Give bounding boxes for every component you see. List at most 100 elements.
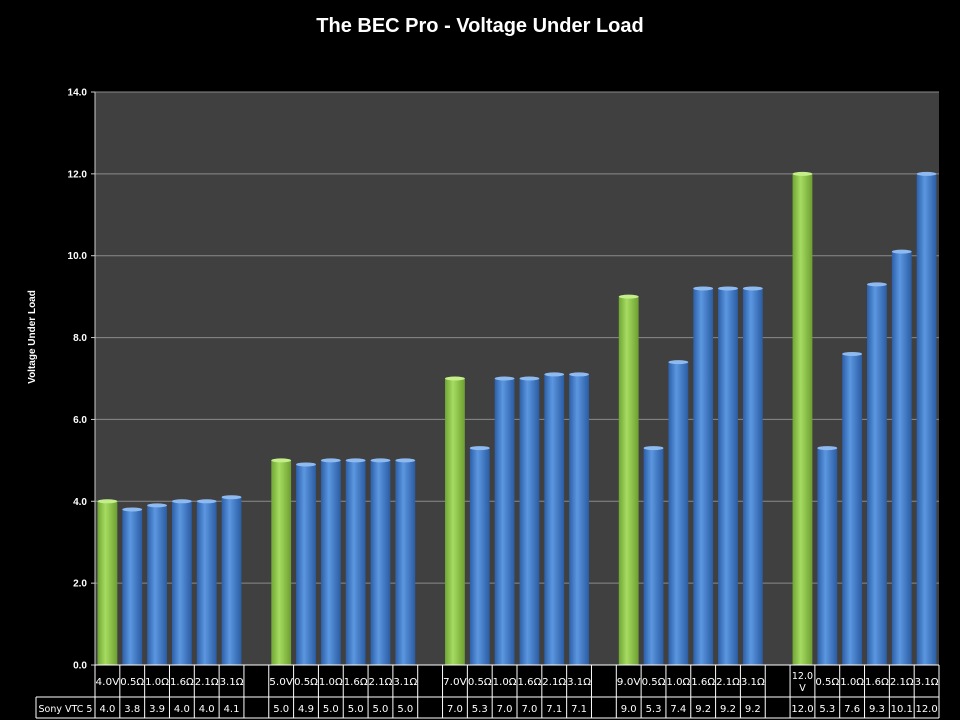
data-value-label: 12.0: [915, 704, 937, 715]
y-axis-label: Voltage Under Load: [27, 290, 38, 384]
data-value-label: 9.3: [869, 704, 885, 715]
x-tick-label: 2.1Ω: [369, 677, 393, 688]
x-tick-label: 3.1Ω: [393, 677, 417, 688]
data-value-label: 5.0: [323, 704, 339, 715]
bar-load: [296, 464, 316, 665]
bar-load: [891, 251, 912, 665]
data-value-label: 10.1: [891, 704, 913, 715]
data-value-label: 5.0: [373, 704, 389, 715]
x-tick-label: 4.0V: [96, 677, 120, 688]
bar-cap: [221, 495, 242, 500]
bar-no-load: [618, 296, 639, 665]
data-value-label: 7.4: [670, 704, 686, 715]
data-value-label: 4.0: [174, 704, 190, 715]
bar-cap: [817, 446, 838, 451]
x-tick-label: 0.5Ω: [815, 677, 839, 688]
x-tick-label: 2.1Ω: [542, 677, 566, 688]
x-tick-label: 2.1Ω: [195, 677, 219, 688]
y-tick-label: 10.0: [68, 251, 88, 262]
data-value-label: 9.2: [745, 704, 761, 715]
bar-load: [469, 448, 490, 665]
bar-cap: [792, 171, 813, 176]
data-value-label: 5.3: [819, 704, 835, 715]
bar-cap: [196, 499, 217, 504]
bar-load: [867, 284, 887, 665]
data-value-label: 7.0: [521, 704, 537, 715]
x-tick-label: 3.1Ω: [220, 677, 244, 688]
data-value-label: 9.0: [621, 704, 637, 715]
data-value-label: 7.6: [844, 704, 860, 715]
bar-cap: [867, 282, 887, 287]
x-tick-label: 2.1Ω: [890, 677, 914, 688]
chart-title: The BEC Pro - Voltage Under Load: [316, 15, 643, 37]
bar-cap: [395, 458, 416, 463]
x-tick-label: 9.0V: [617, 677, 641, 688]
bar-cap: [97, 499, 118, 504]
bar-cap: [445, 376, 465, 381]
x-tick-label: 1.6Ω: [691, 677, 715, 688]
x-tick-label: 1.0Ω: [666, 677, 690, 688]
data-value-label: 5.3: [472, 704, 488, 715]
bar-load: [147, 505, 167, 665]
bar-load: [196, 501, 217, 665]
data-value-label: 3.9: [149, 704, 165, 715]
x-tick-label: 0.5Ω: [468, 677, 492, 688]
data-value-label: 7.0: [497, 704, 513, 715]
data-value-label: 7.0: [447, 704, 463, 715]
x-tick-label: 1.6Ω: [170, 677, 194, 688]
bar-cap: [147, 503, 167, 508]
bar-load: [345, 460, 366, 665]
data-value-label: 4.0: [199, 704, 215, 715]
bar-cap: [668, 360, 689, 365]
data-value-label: 4.0: [99, 704, 115, 715]
bar-cap: [469, 446, 490, 451]
bar-cap: [742, 286, 763, 291]
x-tick-label: 1.6Ω: [865, 677, 889, 688]
bar-cap: [916, 171, 937, 176]
x-tick-label: 12.0 V: [792, 671, 813, 694]
bar-load: [122, 509, 143, 665]
y-tick-label: 2.0: [73, 579, 87, 590]
bar-cap: [370, 458, 391, 463]
y-tick-label: 12.0: [68, 169, 88, 180]
bar-load: [668, 362, 689, 665]
bar-cap: [296, 462, 316, 467]
bar-no-load: [445, 378, 465, 665]
x-tick-label: 3.1Ω: [741, 677, 765, 688]
bar-cap: [643, 446, 664, 451]
bar-load: [569, 374, 589, 665]
bar-cap: [494, 376, 515, 381]
x-tick-label: 7.0V: [443, 677, 467, 688]
x-tick-label: 1.6Ω: [518, 677, 542, 688]
y-tick-label: 14.0: [68, 88, 88, 99]
bar-load: [916, 173, 937, 665]
data-value-label: 4.1: [224, 704, 240, 715]
x-tick-label: 0.5Ω: [294, 677, 318, 688]
x-tick-label: 5.0V: [269, 677, 293, 688]
x-tick-label: 3.1Ω: [915, 677, 939, 688]
bar-load: [544, 374, 565, 665]
plot-area: [95, 92, 939, 665]
y-tick-label: 4.0: [73, 497, 87, 508]
x-tick-label: 0.5Ω: [120, 677, 144, 688]
bar-load: [817, 448, 838, 665]
bar-cap: [618, 294, 639, 299]
data-value-label: 7.1: [546, 704, 562, 715]
bar-load: [643, 448, 664, 665]
x-tick-label: 2.1Ω: [716, 677, 740, 688]
x-tick-label: 1.6Ω: [344, 677, 368, 688]
bar-load: [693, 288, 714, 665]
data-value-label: 5.0: [348, 704, 364, 715]
bar-load: [494, 378, 515, 665]
data-value-label: 7.1: [571, 704, 587, 715]
bar-cap: [320, 458, 341, 463]
bar-cap: [842, 351, 863, 356]
bar-cap: [718, 286, 738, 291]
bar-load: [395, 460, 416, 665]
bar-load: [742, 288, 763, 665]
data-value-label: 4.9: [298, 704, 314, 715]
y-tick-label: 8.0: [73, 333, 87, 344]
bar-cap: [171, 499, 192, 504]
y-tick-label: 0.0: [73, 661, 87, 672]
